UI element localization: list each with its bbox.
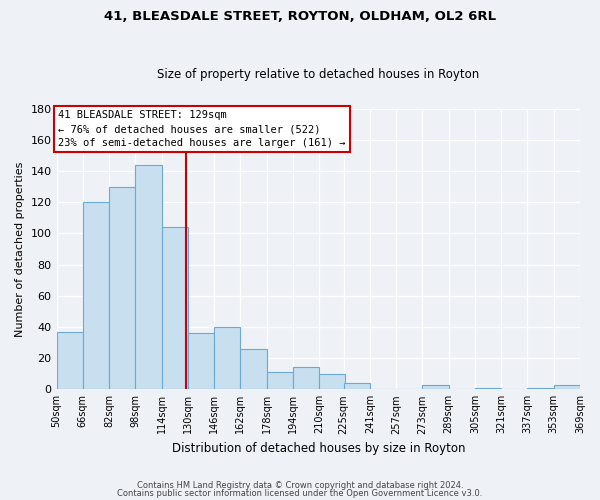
Bar: [56, 332, 83, 390]
Text: 41 BLEASDALE STREET: 129sqm
← 76% of detached houses are smaller (522)
23% of se: 41 BLEASDALE STREET: 129sqm ← 76% of det…: [58, 110, 346, 148]
Bar: [475, 388, 501, 390]
Y-axis label: Number of detached properties: Number of detached properties: [15, 161, 25, 336]
Title: Size of property relative to detached houses in Royton: Size of property relative to detached ho…: [157, 68, 479, 81]
Bar: [161, 227, 188, 390]
Bar: [266, 372, 293, 390]
X-axis label: Distribution of detached houses by size in Royton: Distribution of detached houses by size …: [172, 442, 465, 455]
Bar: [83, 202, 109, 390]
Text: Contains public sector information licensed under the Open Government Licence v3: Contains public sector information licen…: [118, 488, 482, 498]
Text: Contains HM Land Registry data © Crown copyright and database right 2024.: Contains HM Land Registry data © Crown c…: [137, 481, 463, 490]
Bar: [554, 384, 580, 390]
Bar: [319, 374, 346, 390]
Bar: [109, 186, 136, 390]
Bar: [214, 327, 241, 390]
Bar: [241, 349, 266, 390]
Bar: [422, 384, 449, 390]
Bar: [527, 388, 554, 390]
Bar: [293, 368, 319, 390]
Bar: [136, 164, 161, 390]
Bar: [344, 383, 370, 390]
Text: 41, BLEASDALE STREET, ROYTON, OLDHAM, OL2 6RL: 41, BLEASDALE STREET, ROYTON, OLDHAM, OL…: [104, 10, 496, 23]
Bar: [188, 333, 214, 390]
